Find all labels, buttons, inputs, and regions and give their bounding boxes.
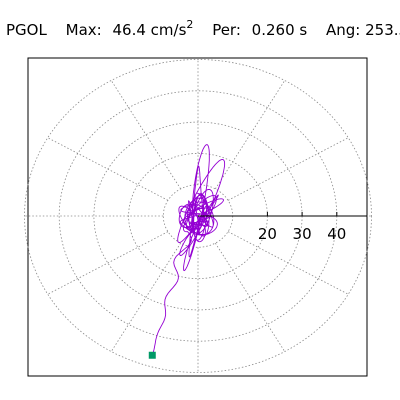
radial-tick-label-40: 40 xyxy=(327,225,346,243)
grid-spoke-30 xyxy=(227,137,349,201)
particle-motion-trace xyxy=(151,144,226,356)
radial-tick-labels: 20 30 40 xyxy=(258,212,346,243)
max-point-marker xyxy=(148,351,156,359)
grid-spoke-330 xyxy=(227,231,349,295)
radial-tick-label-30: 30 xyxy=(293,225,312,243)
grid-spoke-300 xyxy=(215,242,286,352)
period-label: Per: xyxy=(212,21,241,39)
grid-spoke-120 xyxy=(110,80,181,190)
max-unit: cm/s2 xyxy=(150,18,194,39)
header: PGOL Max: 46.4 cm/s2 Per: 0.260 s Ang: 2… xyxy=(6,18,400,40)
start-marker xyxy=(148,351,156,359)
grid-ring-50 xyxy=(24,59,372,373)
trace-path xyxy=(151,144,226,356)
angle-label: Ang: xyxy=(325,21,361,39)
station-code: PGOL xyxy=(6,21,47,39)
max-value: 46.4 xyxy=(112,21,146,39)
angle-value: 253.5 xyxy=(365,21,400,39)
grid-spoke-60 xyxy=(215,80,286,190)
period-value: 0.260 s xyxy=(251,21,308,39)
grid-spoke-240 xyxy=(110,242,181,352)
plot-frame xyxy=(27,57,368,377)
radial-tick-label-20: 20 xyxy=(258,225,277,243)
max-unit-exponent: 2 xyxy=(186,18,194,31)
max-label: Max: xyxy=(65,21,102,39)
grid-spoke-210 xyxy=(47,231,169,295)
grid-spoke-150 xyxy=(47,137,169,201)
